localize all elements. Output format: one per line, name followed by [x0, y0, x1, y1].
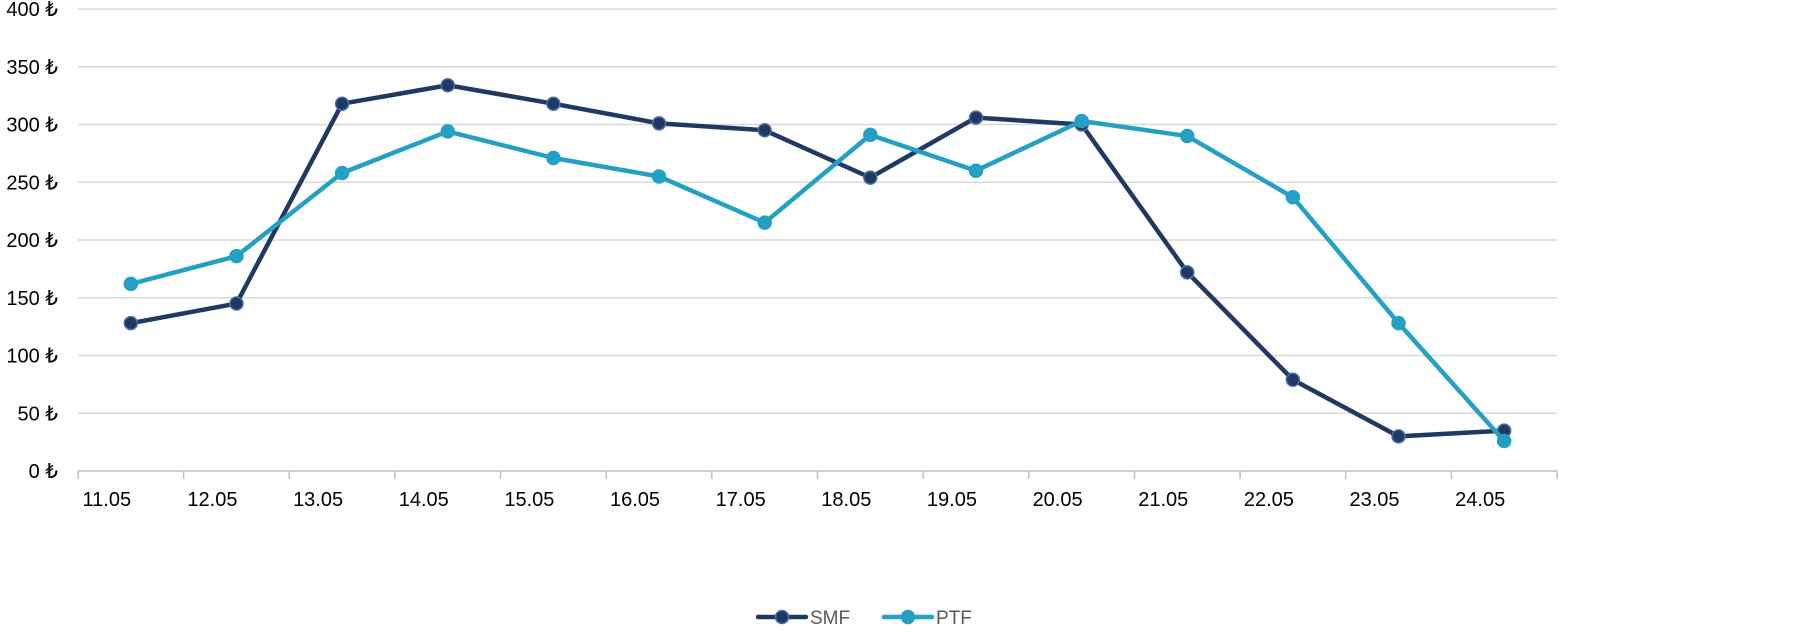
y-tick-label: 400 ₺	[6, 0, 58, 21]
data-point	[863, 127, 878, 143]
data-point	[757, 215, 772, 230]
x-tick-label: 22.05	[1244, 489, 1294, 511]
data-point	[546, 150, 561, 166]
data-point	[1180, 265, 1195, 280]
legend-label: PTF	[936, 608, 972, 629]
legend-swatch-marker	[774, 609, 790, 625]
data-point	[1180, 128, 1195, 144]
x-tick-label: 23.05	[1350, 489, 1400, 511]
x-tick-label: 11.05	[83, 489, 132, 511]
data-point	[1496, 433, 1512, 449]
x-tick-label: 16.05	[610, 489, 660, 511]
x-tick-label: 14.05	[399, 489, 449, 511]
y-tick-label: 300 ₺	[6, 115, 58, 137]
x-tick-label: 17.05	[716, 489, 766, 511]
data-point	[651, 169, 667, 184]
legend-item-ptf: PTF	[881, 608, 972, 629]
data-point	[1074, 113, 1089, 129]
data-point	[757, 123, 772, 138]
x-tick-label: 13.05	[293, 489, 343, 511]
series-line	[128, 82, 1507, 439]
gridlines	[78, 8, 1557, 414]
x-tick-label: 12.05	[187, 489, 237, 511]
data-point	[229, 296, 244, 311]
data-point	[334, 165, 350, 181]
x-tick-label: 21.05	[1138, 489, 1188, 511]
y-tick-label: 150 ₺	[6, 288, 58, 310]
legend-label: SMF	[810, 608, 850, 629]
data-point	[123, 315, 139, 331]
y-tick-label: 50 ₺	[17, 403, 58, 425]
y-tick-label: 250 ₺	[6, 172, 58, 194]
legend-item-smf: SMF	[755, 608, 850, 629]
data-point	[229, 248, 244, 264]
data-point	[651, 116, 667, 131]
x-tick-label: 19.05	[927, 489, 977, 511]
x-tick-label: 15.05	[504, 489, 554, 511]
series-ptf	[123, 113, 1512, 449]
y-tick-label: 100 ₺	[6, 346, 58, 368]
x-axis	[77, 470, 1558, 479]
data-point	[1285, 372, 1301, 388]
series-lines	[123, 77, 1512, 449]
data-point	[968, 110, 984, 125]
series-smf	[123, 77, 1512, 444]
data-point	[334, 96, 350, 111]
legend: SMF PTF	[755, 608, 972, 629]
data-point	[968, 163, 984, 178]
data-point	[1391, 429, 1406, 444]
data-point	[440, 124, 455, 139]
data-point	[863, 170, 878, 185]
data-point	[1285, 190, 1301, 205]
x-tick-label: 18.05	[821, 489, 871, 511]
data-point	[1391, 315, 1406, 331]
x-tick-label: 20.05	[1033, 489, 1083, 511]
data-point	[546, 96, 561, 111]
data-point	[440, 77, 455, 93]
x-axis-tick-labels: 11.05 12.05 13.05 14.05 15.05 16.05 17.05 18.05…	[83, 489, 1506, 511]
legend-swatch-marker	[900, 609, 916, 625]
y-axis-tick-labels: 0 ₺ 50 ₺ 100 ₺ 150 ₺ 200 ₺ 250 ₺ 300 ₺ 350 ₺ 400…	[6, 0, 58, 483]
y-tick-label: 200 ₺	[6, 230, 58, 252]
y-tick-label: 0 ₺	[29, 461, 59, 483]
data-point	[123, 276, 139, 292]
x-tick-label: 24.05	[1455, 489, 1505, 511]
y-tick-label: 350 ₺	[6, 57, 58, 79]
series-line	[128, 118, 1507, 444]
